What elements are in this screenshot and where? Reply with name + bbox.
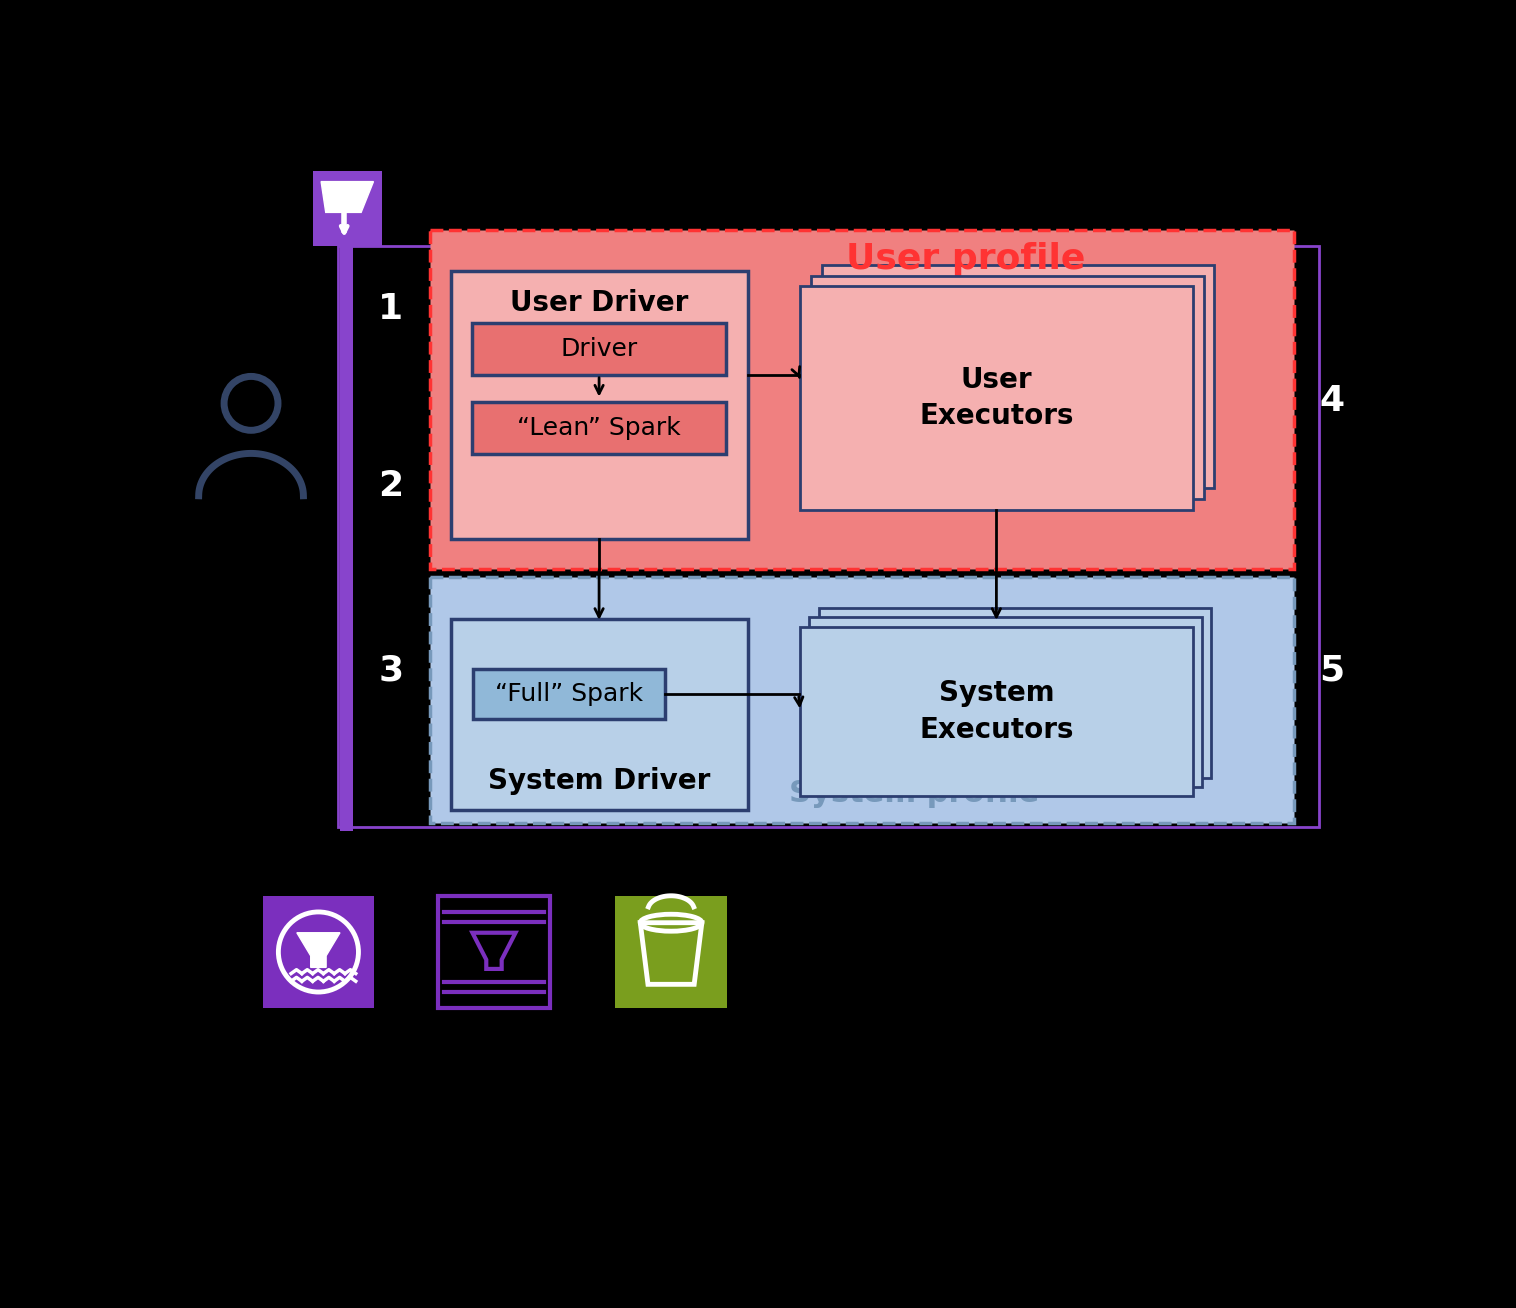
Bar bbox=[312, 171, 382, 246]
Text: User Driver: User Driver bbox=[511, 289, 688, 318]
Text: “Full” Spark: “Full” Spark bbox=[496, 681, 643, 706]
Bar bbox=[340, 246, 353, 831]
Bar bbox=[431, 577, 1295, 823]
Text: User
Executors: User Executors bbox=[919, 365, 1073, 430]
Text: System profile: System profile bbox=[790, 780, 1040, 808]
Text: System
Executors: System Executors bbox=[919, 679, 1073, 744]
Bar bbox=[262, 896, 374, 1007]
Bar bbox=[800, 627, 1193, 797]
Polygon shape bbox=[297, 933, 340, 968]
Bar bbox=[452, 619, 747, 810]
Bar bbox=[452, 271, 747, 539]
Bar bbox=[471, 402, 726, 454]
Text: User profile: User profile bbox=[846, 242, 1085, 276]
Text: 4: 4 bbox=[1319, 385, 1345, 419]
Bar bbox=[810, 617, 1202, 787]
Bar bbox=[473, 668, 666, 719]
Bar bbox=[615, 896, 726, 1007]
Text: 1: 1 bbox=[377, 292, 403, 326]
Bar bbox=[431, 230, 1295, 569]
Text: Driver: Driver bbox=[561, 336, 638, 361]
Text: “Lean” Spark: “Lean” Spark bbox=[517, 416, 681, 439]
Text: System Driver: System Driver bbox=[488, 766, 711, 795]
Bar bbox=[822, 264, 1214, 488]
Bar bbox=[800, 286, 1193, 510]
Bar bbox=[438, 896, 550, 1007]
Text: 3: 3 bbox=[377, 654, 403, 688]
Text: 5: 5 bbox=[1319, 654, 1345, 688]
Bar bbox=[819, 608, 1211, 777]
Text: 2: 2 bbox=[377, 468, 403, 502]
Bar bbox=[471, 323, 726, 375]
Polygon shape bbox=[321, 182, 373, 212]
Bar bbox=[811, 276, 1204, 498]
Bar bbox=[338, 246, 1319, 827]
